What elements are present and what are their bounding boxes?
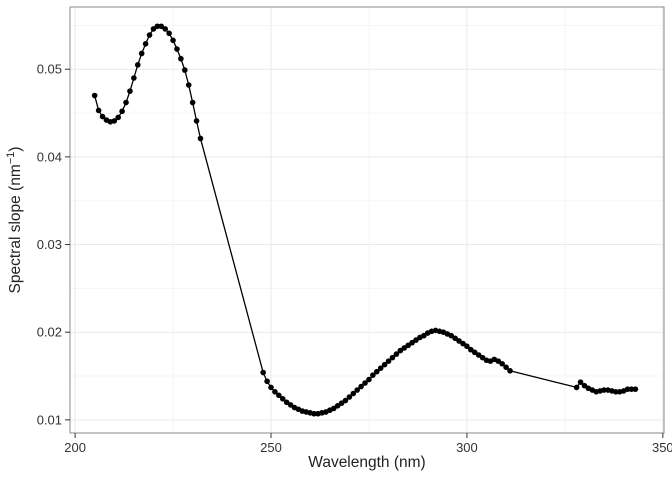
data-point [624, 386, 631, 392]
x-axis-title: Wavelength (nm) [308, 454, 425, 471]
data-point [452, 335, 458, 342]
data-point [150, 26, 157, 32]
data-point [170, 37, 176, 44]
data-point [276, 392, 282, 399]
data-point [507, 367, 513, 374]
x-tick-label: 350 [652, 440, 672, 455]
x-tick-label: 250 [260, 440, 282, 455]
data-point [456, 338, 462, 344]
data-point [495, 358, 502, 364]
data-point [464, 343, 470, 350]
data-point [421, 332, 427, 339]
data-point [111, 118, 118, 124]
data-point [197, 135, 204, 142]
y-tick-label: 0.01 [37, 412, 62, 427]
data-point [131, 75, 137, 81]
data-point [358, 383, 364, 390]
data-point [405, 342, 411, 349]
y-tick-label: 0.02 [37, 325, 62, 340]
data-point [393, 351, 400, 357]
data-point [377, 365, 384, 371]
data-point [350, 390, 357, 397]
data-point [185, 82, 192, 88]
data-point [401, 345, 408, 351]
data-point [448, 332, 455, 339]
data-point [264, 378, 270, 385]
data-point [174, 46, 180, 52]
data-point [342, 397, 349, 404]
data-point [385, 358, 392, 364]
data-point [613, 389, 619, 395]
data-point [471, 349, 478, 356]
data-point [268, 384, 274, 391]
data-point [577, 379, 584, 385]
data-point [499, 360, 505, 367]
data-point [366, 376, 372, 383]
data-point [479, 354, 486, 361]
data-point [346, 394, 353, 400]
data-point [354, 387, 361, 393]
data-point [99, 113, 106, 120]
y-axis-title: Spectral slope (nm−1) [5, 147, 24, 294]
data-point [374, 368, 380, 375]
data-point [389, 354, 396, 361]
data-point [146, 32, 153, 38]
data-point [119, 108, 125, 115]
data-point [334, 403, 341, 409]
data-point [311, 410, 317, 417]
data-point [142, 41, 149, 47]
data-point [193, 118, 200, 124]
data-point [158, 23, 165, 30]
data-point [475, 352, 482, 358]
y-tick-label: 0.04 [37, 149, 62, 164]
data-point [95, 107, 102, 114]
data-point [178, 55, 184, 62]
data-point [162, 26, 169, 32]
y-tick-label: 0.05 [37, 62, 62, 77]
data-point [91, 92, 98, 99]
data-point [409, 339, 415, 346]
x-tick-label: 200 [64, 440, 86, 455]
x-tick-label: 300 [456, 440, 478, 455]
data-point [127, 88, 133, 94]
panel-border [69, 6, 665, 434]
data-point [138, 50, 145, 57]
data-point [260, 369, 266, 376]
data-point [182, 67, 188, 73]
data-point [338, 400, 345, 407]
plot-panel [70, 7, 664, 433]
data-point [279, 396, 286, 402]
data-point [413, 337, 419, 343]
data-point [166, 30, 172, 37]
data-point [632, 386, 639, 392]
data-point [381, 361, 388, 368]
data-point [362, 380, 368, 386]
data-point [503, 364, 509, 371]
data-point [370, 372, 376, 378]
data-point [123, 99, 129, 106]
data-point [272, 389, 278, 395]
data-point [189, 99, 196, 106]
data-point [628, 386, 635, 392]
data-point [581, 382, 588, 389]
y-tick-label: 0.03 [37, 237, 62, 252]
data-point [601, 387, 607, 393]
data-point [134, 62, 141, 68]
data-point [287, 402, 294, 408]
data-point [468, 346, 474, 353]
data-point [115, 114, 121, 121]
data-point [573, 384, 580, 391]
data-point [154, 23, 161, 30]
